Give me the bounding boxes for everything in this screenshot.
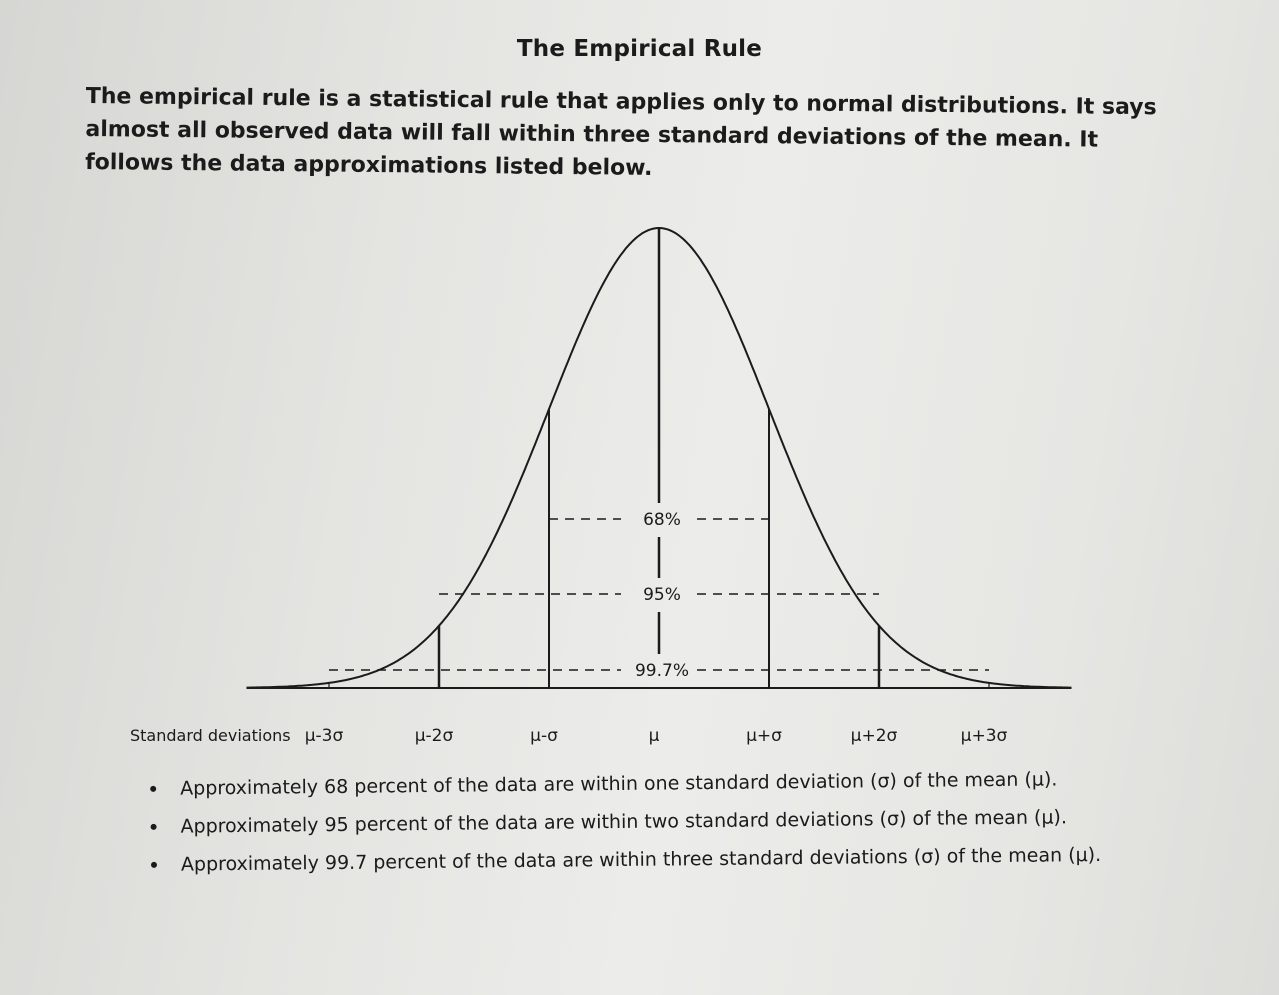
axis-title: Standard deviations: [130, 726, 291, 745]
bullet-text: Approximately 95 percent of the data are…: [180, 806, 1068, 838]
tick-label: μ+3σ: [961, 726, 1008, 746]
bullet-dot: [150, 823, 157, 830]
bullet-text: Approximately 99.7 percent of the data a…: [180, 843, 1102, 876]
bullet-text: Approximately 68 percent of the data are…: [180, 768, 1058, 800]
tick-label: μ-2σ: [415, 726, 454, 746]
interval-labels: 68% 95% 99.7%: [635, 510, 689, 681]
tick-label: μ-3σ: [305, 726, 344, 746]
tick-label: μ+2σ: [851, 726, 898, 746]
bullet-dot: [150, 785, 157, 792]
tick-label: μ: [649, 726, 660, 746]
interval-label: 68%: [643, 510, 681, 530]
interval-label: 95%: [643, 585, 681, 605]
bullet-dot: [150, 861, 158, 868]
interval-label: 99.7%: [635, 661, 689, 681]
tick-label: μ+σ: [746, 726, 782, 746]
bullet-list: Approximately 68 percent of the data are…: [140, 760, 1141, 884]
document-title: The Empirical Rule: [516, 36, 763, 62]
tick-label: μ-σ: [530, 726, 558, 746]
sigma-lines: [328, 408, 990, 688]
tick-labels: μ-3σ μ-2σ μ-σ μ μ+σ μ+2σ μ+3σ: [305, 726, 1008, 746]
bell-curve: [246, 226, 1072, 689]
